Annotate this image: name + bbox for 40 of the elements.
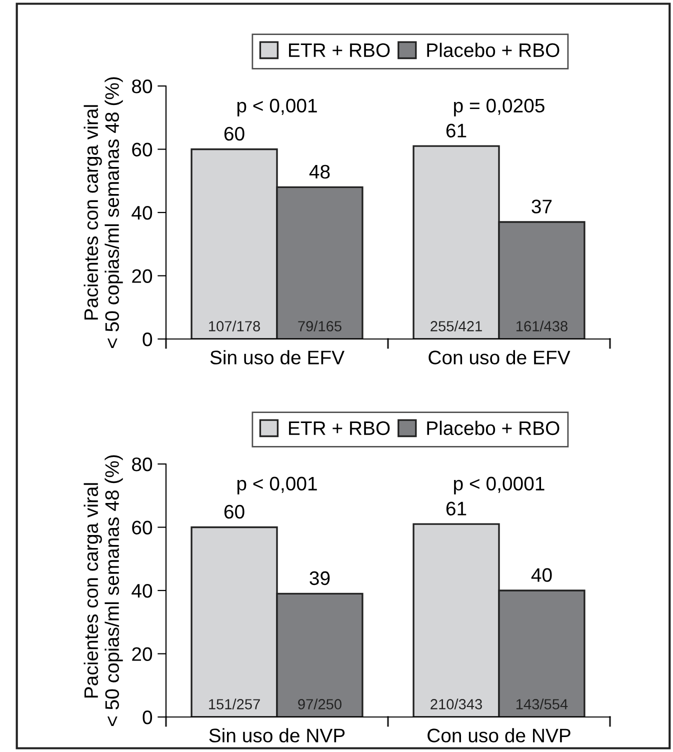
y-tick-label: 40 — [132, 206, 152, 220]
legend-label: Placebo + RBO — [427, 42, 560, 58]
data-label: 48 — [309, 164, 330, 179]
x-tick-label: Sin uso de EFV — [210, 350, 344, 364]
annotation: 79/165 — [298, 320, 342, 332]
y-tick-label: 20 — [132, 647, 152, 661]
y-tick-label: 0 — [142, 710, 152, 724]
y-axis-title: Pacientes con carga viral < 50 copias/ml semanas 48 (%) — [84, 455, 123, 726]
data-label: 40 — [531, 568, 552, 582]
annotation: 255/421 — [430, 320, 482, 332]
y-tick-label: 60 — [132, 142, 152, 156]
data-label: 61 — [446, 124, 466, 138]
x-tick-label: Con uso de EFV — [428, 350, 570, 364]
legend-label: ETR + RBO — [289, 43, 390, 58]
x-tick-label: Con uso de NVP — [428, 728, 570, 742]
y-tick-label: 0 — [142, 332, 152, 346]
annotation: p < 0,001 — [237, 98, 317, 116]
annotation: 107/178 — [209, 320, 260, 332]
data-label: 61 — [446, 502, 466, 516]
y-tick-label: 20 — [132, 269, 152, 283]
annotation: p < 0,001 — [237, 476, 317, 494]
annotation: 151/257 — [209, 698, 260, 710]
annotation: p = 0,0205 — [454, 98, 544, 116]
y-tick-label: 80 — [132, 79, 152, 94]
y-tick-label: 80 — [132, 457, 152, 472]
annotation: p < 0,0001 — [454, 476, 544, 494]
data-label: 60 — [224, 126, 244, 141]
annotation: 210/343 — [430, 698, 482, 710]
annotation: 97/250 — [298, 698, 342, 710]
legend-label: Placebo + RBO — [427, 420, 560, 436]
y-axis-title: Pacientes con carga viral < 50 copias/ml semanas 48 (%) — [84, 77, 123, 348]
legend-label: ETR + RBO — [289, 421, 390, 436]
x-tick-label: Sin uso de NVP — [209, 728, 345, 742]
annotation: 161/438 — [516, 320, 568, 332]
annotation: 143/554 — [516, 698, 568, 710]
y-tick-label: 60 — [132, 520, 152, 534]
data-label: 60 — [224, 504, 244, 519]
data-label: 37 — [532, 200, 552, 214]
y-tick-label: 40 — [132, 584, 152, 598]
data-label: 39 — [310, 571, 330, 586]
